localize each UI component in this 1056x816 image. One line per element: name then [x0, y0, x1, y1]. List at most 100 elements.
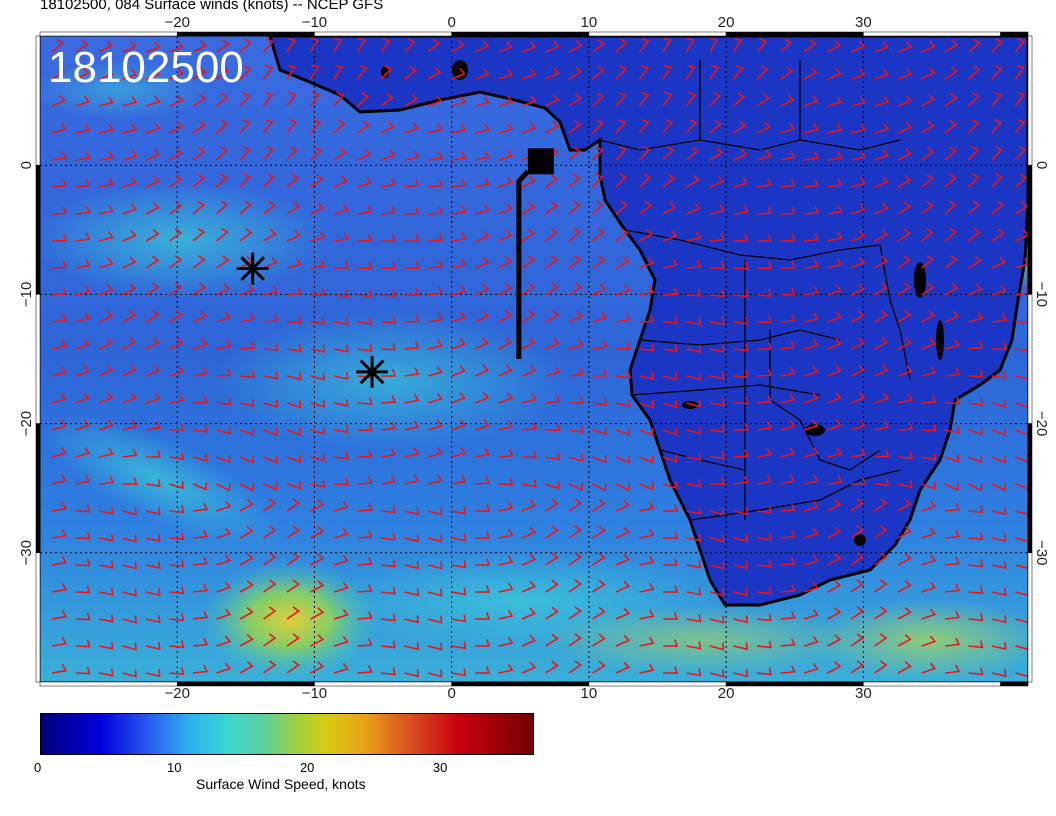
wind-barb: [169, 613, 185, 622]
wind-barb: [968, 255, 982, 269]
wind-barb: [75, 365, 90, 377]
wind-barb: [169, 309, 183, 323]
wind-barb: [686, 587, 702, 596]
wind-barb: [521, 421, 538, 431]
wind-barb: [122, 669, 137, 678]
wind-barb: [897, 633, 912, 647]
wind-barb: [145, 122, 161, 134]
wind-barb: [498, 501, 514, 512]
wind-barb: [51, 366, 67, 377]
wind-barb: [827, 284, 843, 296]
wind-barb: [427, 615, 443, 624]
wind-barb: [545, 633, 559, 647]
wind-barb: [592, 340, 608, 350]
wind-barb: [850, 633, 864, 647]
wind-barb: [662, 427, 678, 436]
wind-barb: [733, 669, 748, 678]
wind-barb: [944, 39, 959, 53]
wind-barb: [944, 200, 957, 215]
wind-barb: [521, 364, 537, 377]
wind-barb: [709, 450, 726, 459]
wind-barb: [51, 502, 68, 512]
wind-barb: [98, 40, 113, 53]
scale-bar-segment: [451, 31, 590, 37]
wind-barb: [568, 255, 582, 269]
wind-barb: [145, 561, 161, 570]
wind-barb: [874, 392, 890, 404]
wind-barb: [239, 660, 254, 674]
wind-barb: [827, 178, 843, 188]
wind-barb: [122, 229, 137, 242]
wind-barb: [309, 64, 320, 80]
wind-barb: [239, 370, 255, 379]
wind-barb: [380, 505, 396, 514]
wind-barb: [756, 234, 773, 242]
wind-barb: [662, 454, 678, 463]
wind-barb: [122, 337, 137, 350]
wind-barb: [709, 119, 723, 134]
wind-barb: [451, 95, 467, 107]
wind-barb: [333, 203, 349, 215]
wind-barb: [239, 146, 251, 161]
scale-bar-segment: [35, 164, 41, 295]
wind-barb: [333, 92, 345, 107]
wind-barb: [968, 532, 984, 541]
wind-barb: [709, 37, 719, 53]
wind-barb: [286, 91, 297, 107]
wind-barb: [192, 338, 208, 350]
wind-barb: [968, 398, 984, 407]
wind-barb: [757, 342, 773, 350]
wind-barb: [498, 337, 513, 350]
wind-barb: [568, 525, 582, 539]
wind-barb: [286, 258, 302, 269]
wind-barb: [639, 257, 655, 269]
wind-barb: [921, 337, 936, 350]
wind-barb: [404, 66, 418, 80]
wind-barb: [474, 337, 489, 350]
wind-barb: [756, 206, 773, 215]
wind-barb: [192, 120, 206, 134]
wind-barb: [75, 39, 89, 53]
wind-barb: [968, 283, 983, 296]
wind-barb: [1015, 427, 1028, 436]
wind-barb: [615, 173, 628, 188]
wind-barb: [474, 639, 491, 647]
wind-barb: [216, 339, 232, 350]
wind-barb: [827, 337, 842, 350]
wind-barb: [310, 288, 326, 297]
wind-barb: [215, 146, 229, 161]
colorbar-tick-label: 10: [166, 760, 182, 775]
wind-barb: [568, 396, 585, 404]
wind-barb: [427, 474, 443, 485]
wind-barb: [662, 230, 678, 242]
wind-barb: [51, 610, 68, 620]
wind-barb: [686, 452, 702, 461]
wind-barb: [474, 447, 490, 458]
wind-barb: [592, 369, 608, 377]
wind-barb: [404, 642, 419, 651]
wind-barb: [639, 663, 655, 674]
wind-barb: [333, 260, 350, 269]
wind-barb: [263, 371, 279, 380]
wind-barb: [263, 525, 277, 539]
wind-barb: [169, 586, 185, 595]
wind-barb: [733, 534, 748, 543]
wind-barb: [967, 200, 981, 215]
wind-barb: [51, 419, 67, 431]
wind-barb: [145, 364, 161, 377]
wind-barb: [944, 425, 960, 434]
wind-barb: [709, 615, 725, 624]
wind-barb: [615, 38, 628, 53]
wind-barb: [733, 316, 749, 325]
wind-barb: [686, 668, 702, 677]
wind-barb: [474, 204, 490, 215]
wind-barb: [262, 64, 274, 80]
wind-barb: [498, 202, 513, 215]
wind-barb: [498, 41, 513, 53]
colorbar-title: Surface Wind Speed, knots: [196, 776, 366, 792]
wind-barb: [780, 474, 796, 485]
scale-bar-segment: [35, 294, 41, 424]
wind-barb: [169, 121, 184, 134]
wind-barb: [145, 202, 160, 215]
lon-tick-label: −10: [302, 685, 327, 700]
